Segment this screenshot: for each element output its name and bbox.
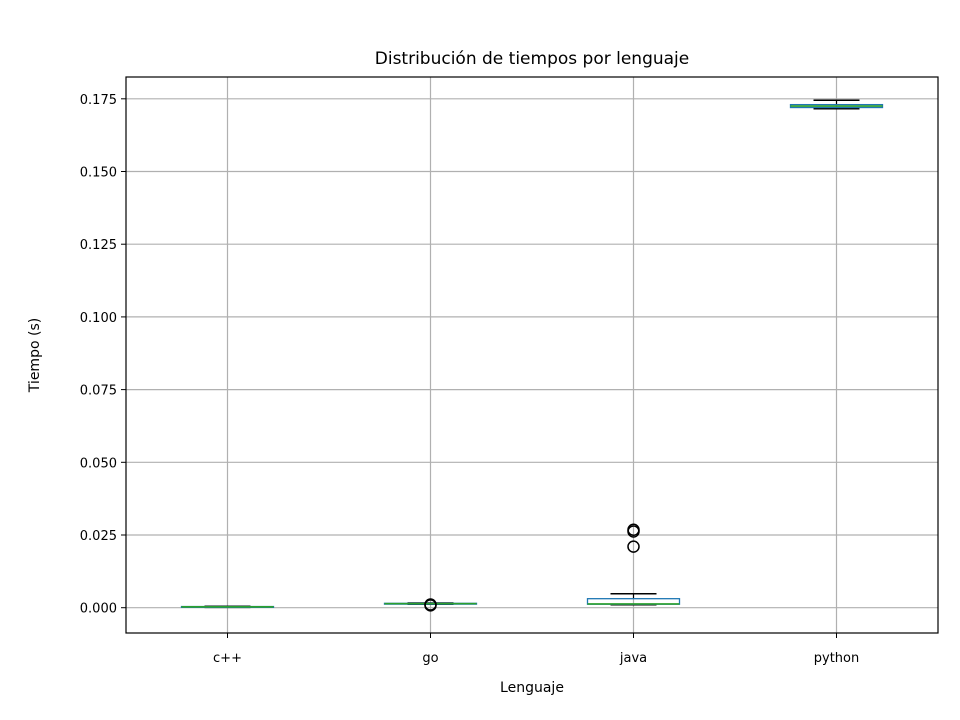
y-tick-label: 0.100 — [80, 311, 117, 326]
x-tick-label: python — [814, 651, 859, 666]
box-group-go — [383, 598, 478, 612]
axes-frame — [125, 76, 939, 634]
outlier-point — [627, 540, 640, 553]
x-tick-label: c++ — [213, 651, 242, 666]
y-tick-label: 0.025 — [80, 529, 117, 544]
y-tick-label: 0.000 — [80, 602, 117, 617]
x-tick-label: go — [422, 651, 438, 666]
outlier-point — [424, 598, 437, 611]
grid-layer — [126, 77, 938, 633]
box-group-java — [586, 523, 681, 606]
chart-title: Distribución de tiempos por lenguaje — [375, 49, 689, 69]
box-group-c++ — [180, 605, 275, 609]
box-layer — [180, 99, 884, 612]
tick-layer: 0.000 0.025 0.050 0.075 0.100 0.125 0.150 0.175… — [80, 93, 859, 666]
x-tick-label: java — [619, 651, 647, 666]
y-tick-label: 0.150 — [80, 166, 117, 181]
x-axis-label: Lenguaje — [500, 680, 564, 696]
outlier-point — [627, 523, 640, 537]
plot-area: 0.000 0.025 0.050 0.075 0.100 0.125 0.150 0.175… — [80, 76, 939, 666]
y-axis-label: Tiempo (s) — [27, 318, 43, 393]
y-tick-label: 0.175 — [80, 93, 117, 108]
y-tick-label: 0.075 — [80, 384, 117, 399]
y-tick-label: 0.125 — [80, 238, 117, 253]
y-tick-label: 0.050 — [80, 456, 117, 471]
box-group-python — [789, 99, 884, 110]
